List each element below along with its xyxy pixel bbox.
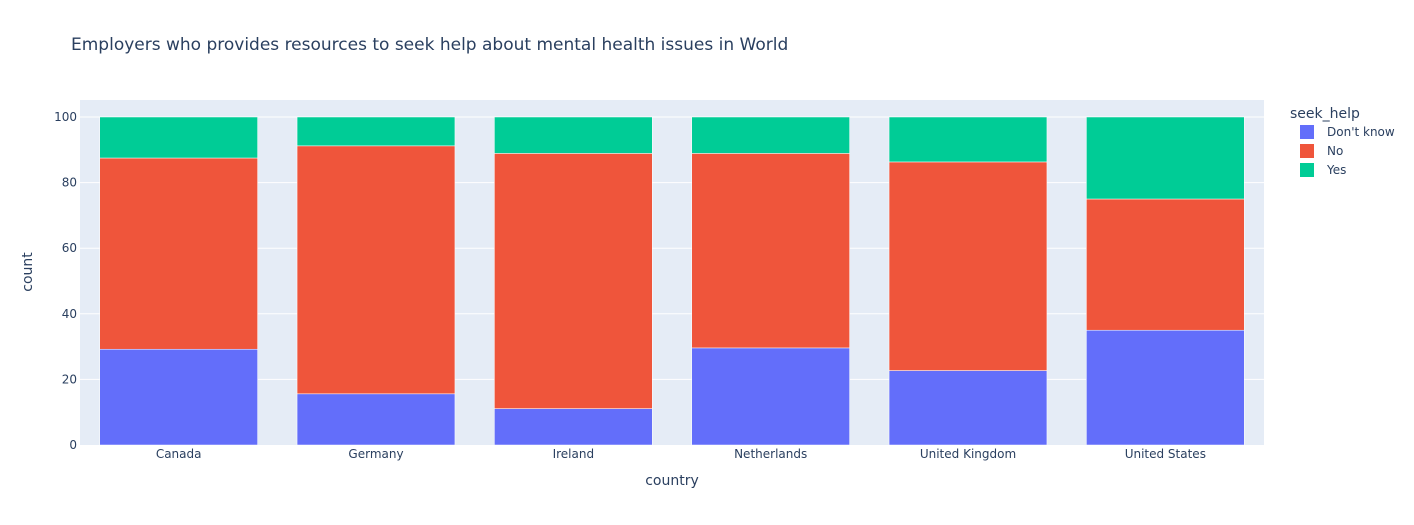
bar-netherlands-no xyxy=(691,153,850,349)
bar-canada-no xyxy=(99,157,258,350)
bar-united-states-yes xyxy=(1086,116,1245,200)
legend-label: No xyxy=(1327,144,1343,158)
y-tick-label: 100 xyxy=(54,110,77,124)
x-tick-label: Germany xyxy=(348,447,403,461)
legend: seek_help Don't know No Yes xyxy=(1290,106,1395,177)
plot-area xyxy=(80,100,1264,445)
bar-united-states-no xyxy=(1086,198,1245,331)
x-tick-label: Ireland xyxy=(553,447,595,461)
y-tick-label: 0 xyxy=(69,438,77,452)
legend-swatch xyxy=(1300,163,1314,177)
bar-united-kingdom-don-t-know xyxy=(888,370,1048,446)
bar-canada-yes xyxy=(99,116,258,159)
y-axis-title: count xyxy=(20,252,36,292)
bar-united-kingdom-no xyxy=(888,161,1048,371)
bars xyxy=(99,116,1245,446)
bar-ireland-no xyxy=(494,153,653,409)
bar-ireland-don-t-know xyxy=(494,408,653,446)
bar-netherlands-don-t-know xyxy=(691,347,850,446)
legend-swatch xyxy=(1300,125,1314,139)
y-tick-label: 40 xyxy=(62,307,77,321)
bar-ireland-yes xyxy=(494,116,653,154)
gridlines xyxy=(80,116,1264,380)
bar-canada-don-t-know xyxy=(99,348,258,446)
bar-germany-don-t-know xyxy=(296,393,456,446)
x-tick-label: Netherlands xyxy=(734,447,807,461)
x-tick-label: Canada xyxy=(156,447,202,461)
chart-title: Employers who provides resources to seek… xyxy=(71,35,788,55)
x-axis-ticks: Canada Germany Ireland Netherlands United Ki… xyxy=(156,447,1206,461)
y-axis-ticks: 0 20 40 60 80 100 xyxy=(54,110,77,452)
x-axis-title: country xyxy=(645,473,699,489)
legend-swatch xyxy=(1300,144,1314,158)
x-tick-label: United States xyxy=(1125,447,1206,461)
legend-label: Yes xyxy=(1326,163,1346,177)
legend-label: Don't know xyxy=(1327,125,1395,139)
x-tick-label: United Kingdom xyxy=(920,447,1016,461)
y-tick-label: 20 xyxy=(62,372,77,386)
bar-germany-no xyxy=(296,145,456,395)
y-tick-label: 80 xyxy=(62,176,77,190)
bar-united-states-don-t-know xyxy=(1086,329,1245,446)
legend-title: seek_help xyxy=(1290,106,1360,122)
bar-germany-yes xyxy=(296,116,456,147)
bar-netherlands-yes xyxy=(691,116,850,154)
bar-united-kingdom-yes xyxy=(888,116,1048,163)
y-tick-label: 60 xyxy=(62,241,77,255)
